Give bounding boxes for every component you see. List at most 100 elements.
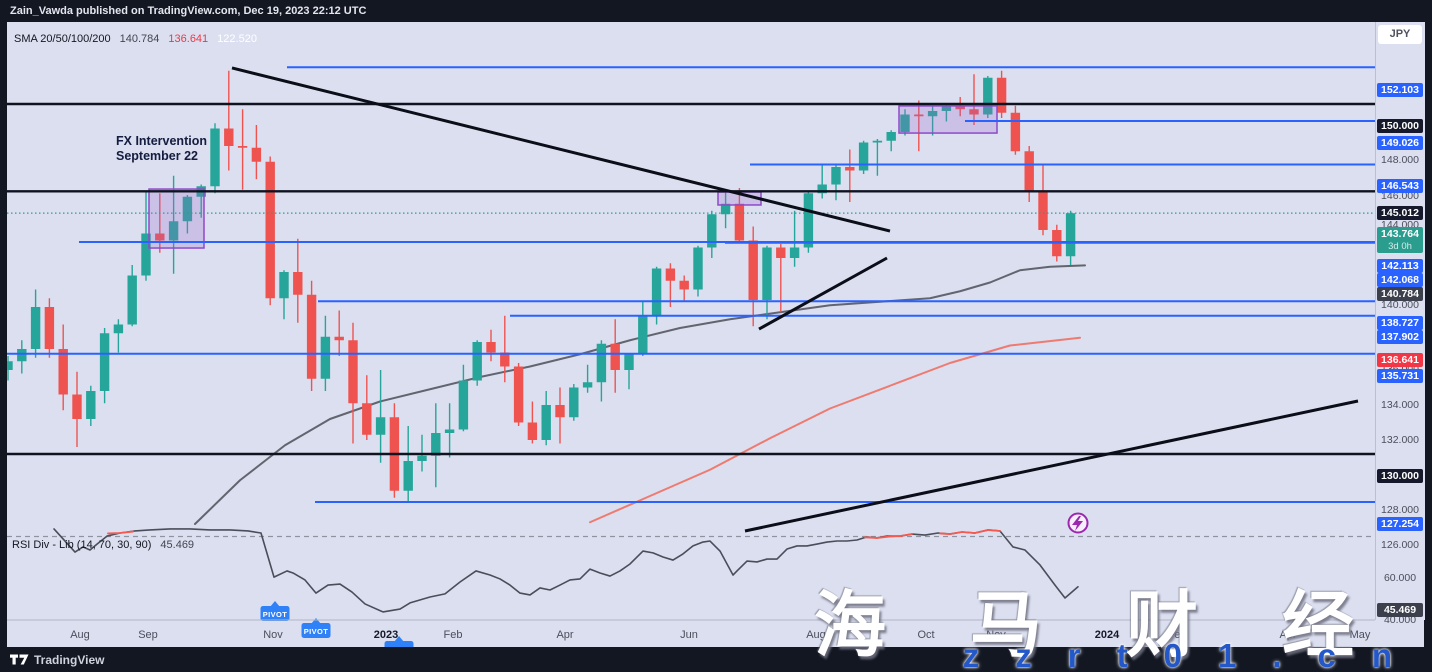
candle-body <box>113 324 124 334</box>
candle-body <box>1010 112 1021 152</box>
trendline[interactable] <box>758 256 888 331</box>
price-axis-tick: 134.000 <box>1381 399 1419 411</box>
price-axis-tick: 146.000 <box>1381 190 1419 202</box>
candle-body <box>665 268 676 281</box>
sma-lines <box>194 264 1086 525</box>
time-axis-label: Feb <box>1168 629 1187 641</box>
candle-body <box>955 105 965 110</box>
trendline[interactable] <box>231 66 891 233</box>
time-axis-label: 2023 <box>374 629 398 641</box>
footer-bar: TradingView <box>0 647 1432 672</box>
price-chart-canvas[interactable]: PIVOTPIVOTPIVOTAugSepNov2023FebAprJunAug… <box>7 22 1375 647</box>
candle-body <box>872 140 883 143</box>
watermark-main: 海马财经 <box>813 586 1432 666</box>
candle-body <box>72 394 82 419</box>
pivot-badge[interactable]: PIVOT <box>301 618 331 638</box>
price-axis-tick: 132.000 <box>1381 434 1419 446</box>
price-label-blue: 146.543 <box>1377 179 1423 193</box>
time-axis-label: Apr <box>556 629 573 641</box>
pivot-badge[interactable]: PIVOT <box>260 601 290 621</box>
candle-body <box>1038 191 1048 230</box>
candle-body <box>693 247 703 290</box>
candle-body <box>707 214 717 248</box>
candle-body <box>582 382 593 388</box>
candle-body <box>941 105 952 111</box>
candle-body <box>900 114 910 132</box>
candle-body <box>168 221 179 241</box>
candle-body <box>1065 213 1076 257</box>
supply-zone-box[interactable] <box>148 188 205 249</box>
candle-body <box>334 336 344 341</box>
pivot-arrow <box>311 618 321 624</box>
rsi-legend: RSI Div - Lib (14, 70, 30, 90) 45.469 <box>12 539 194 551</box>
price-label-blue: 138.727 <box>1377 316 1423 330</box>
trendline[interactable] <box>744 399 1359 533</box>
price-axis-tick: 140.000 <box>1381 299 1419 311</box>
time-axis-label: May <box>1350 629 1371 641</box>
candle-body <box>817 184 827 194</box>
candle-body <box>58 349 68 395</box>
chart-drawings[interactable] <box>7 66 1375 533</box>
time-axis-label: 2024 <box>1095 629 1120 641</box>
candle-body <box>513 366 524 423</box>
fx-intervention-annotation[interactable]: FX Intervention September 22 <box>116 134 207 163</box>
price-axis-tick: 128.000 <box>1381 504 1419 516</box>
price-label-black: 150.000 <box>1377 119 1423 133</box>
candle-body <box>720 203 731 215</box>
candle-body <box>375 417 386 435</box>
candle-body <box>141 233 151 276</box>
price-axis[interactable]: 148.000146.000144.000140.000136.000134.0… <box>1375 22 1425 626</box>
sma-value-3: 122.520 <box>217 33 257 45</box>
price-label-black: 130.000 <box>1377 469 1423 483</box>
candle-body <box>858 142 869 171</box>
candle-body <box>748 240 758 300</box>
sma-red-line <box>589 336 1081 524</box>
currency-button[interactable]: JPY <box>1378 25 1422 44</box>
price-label-teal: 143.764 3d 0h <box>1377 227 1423 253</box>
candle-body <box>762 247 772 300</box>
tradingview-logo-icon[interactable] <box>10 653 29 666</box>
candle-body <box>444 429 455 433</box>
publish-info-bar: Zain_Vawda published on TradingView.com,… <box>0 0 1432 22</box>
lightning-bolt <box>1072 516 1083 531</box>
candle-body <box>734 203 745 241</box>
candlestick-series[interactable] <box>7 70 1076 503</box>
candle-body <box>651 268 662 316</box>
candle-body <box>789 247 800 258</box>
pivot-rect <box>260 606 290 621</box>
event-lightning-icon[interactable] <box>1067 512 1089 534</box>
right-frame-border <box>1424 22 1432 647</box>
candle-body <box>803 193 814 248</box>
time-axis[interactable]: Aug Sep Nov 2023 Feb Apr Jun Aug Oct Nov 2024 Feb Ap… <box>7 619 1375 641</box>
price-label-blue: 127.254 <box>1377 517 1423 531</box>
candle-body <box>541 405 551 440</box>
candle-body <box>86 391 96 419</box>
price-label-blue: 149.026 <box>1377 136 1423 150</box>
candle-body <box>914 114 924 117</box>
candle-body <box>679 280 689 290</box>
pivot-arrow <box>270 601 280 607</box>
pivot-badge[interactable]: PIVOT <box>384 636 414 647</box>
tradingview-brand-text[interactable]: TradingView <box>34 652 105 667</box>
candle-body <box>182 196 193 222</box>
candle-body <box>1024 151 1034 192</box>
candle-body <box>362 403 372 435</box>
pivot-rect <box>301 623 331 638</box>
candle-body <box>403 461 413 491</box>
rsi-legend-value: 45.469 <box>160 539 195 551</box>
candle-body <box>638 315 648 355</box>
candle-body <box>44 307 55 349</box>
candle-body <box>845 167 855 171</box>
candle-body <box>555 405 565 418</box>
supply-zone-box[interactable] <box>898 105 998 134</box>
pivot-text: PIVOT <box>263 610 288 619</box>
candle-body <box>306 294 317 379</box>
pivot-text: PIVOT <box>304 627 329 636</box>
rsi-pane: PIVOT PIVOT PIVOT <box>7 528 1375 647</box>
sma-gray-line <box>194 264 1086 525</box>
countdown-text: 3d 0h <box>1388 241 1412 252</box>
time-axis-label: Feb <box>444 629 463 641</box>
candle-body <box>527 422 538 440</box>
candle-body <box>969 109 979 115</box>
annotation-line-1: FX Intervention <box>116 134 207 148</box>
